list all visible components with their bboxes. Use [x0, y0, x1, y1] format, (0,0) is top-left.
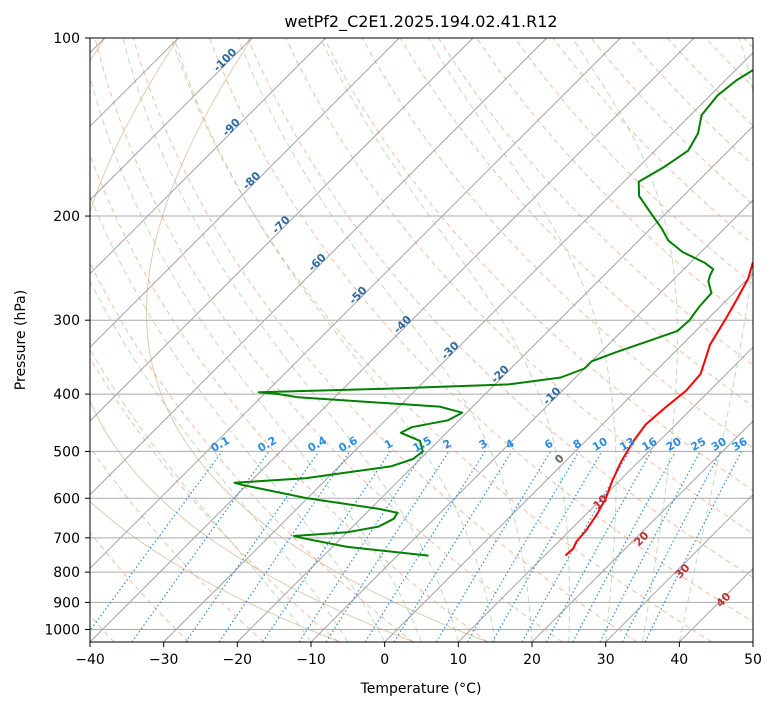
- plot-frame: [89, 37, 754, 643]
- moist-adiabat: [319, 38, 570, 642]
- mixing-ratio-line: [644, 451, 743, 642]
- dry-adiabat: [399, 38, 753, 408]
- isotherm: [310, 199, 753, 642]
- mixing-ratio-line: [218, 451, 351, 642]
- y-tick-label: 100: [53, 31, 80, 47]
- isotherm: [605, 493, 753, 642]
- dry-adiabat: [90, 531, 190, 642]
- dry-adiabat: [209, 38, 753, 623]
- mixing-ratio-line: [621, 451, 722, 642]
- isotherm: [90, 38, 253, 201]
- mixing-ratio-line: [325, 451, 450, 642]
- y-axis-label: Pressure (hPa): [13, 290, 29, 390]
- moist-adiabat: [173, 38, 496, 642]
- dry-adiabat: [90, 153, 488, 642]
- x-axis-label: Temperature (°C): [360, 681, 482, 697]
- x-tick-label: 50: [744, 652, 762, 668]
- isotherm: [90, 38, 695, 642]
- mixing-ratio-line: [90, 451, 223, 632]
- mixing-ratio-line: [572, 451, 677, 642]
- moist-adiabat: [427, 38, 617, 642]
- dry-adiabat: [132, 38, 638, 642]
- y-tick-label: 600: [53, 491, 80, 507]
- mixing-ratio-line: [262, 451, 391, 642]
- isotherm: [236, 125, 753, 642]
- isotherm: [457, 346, 753, 642]
- y-tick-label: 200: [53, 209, 80, 225]
- mixing-ratio-line: [298, 451, 425, 642]
- x-tick-label: −30: [149, 652, 179, 668]
- profile-lines: [233, 68, 753, 557]
- x-tick-label: 30: [597, 652, 615, 668]
- mixing-ratio-line: [545, 451, 652, 642]
- mixing-ratio-line: [131, 451, 270, 642]
- x-tick-label: −20: [223, 652, 253, 668]
- y-tick-label: 700: [53, 531, 80, 547]
- x-tick-label: 40: [670, 652, 688, 668]
- background-lines: [90, 38, 753, 642]
- moist-adiabat: [90, 74, 422, 642]
- reference-curve: [90, 38, 341, 642]
- isotherm: [90, 38, 474, 422]
- moist-adiabat: [571, 38, 678, 642]
- moist-adiabat: [122, 38, 459, 642]
- dry-adiabat: [94, 38, 563, 642]
- mixing-ratio-line: [393, 451, 513, 642]
- moist-adiabat: [90, 194, 386, 642]
- y-tick-label: 400: [53, 387, 80, 403]
- y-tick-label: 1000: [44, 623, 80, 639]
- dry-adiabat: [170, 38, 712, 642]
- chart-title: wetPf2_C2E1.2025.194.02.41.R12: [284, 12, 557, 32]
- x-tick-label: −10: [296, 652, 326, 668]
- y-tick-label: 500: [53, 444, 80, 460]
- x-tick-label: 20: [523, 652, 541, 668]
- temperature-profile-line: [564, 261, 753, 557]
- isotherm: [90, 38, 621, 570]
- x-tick-label: 10: [449, 652, 467, 668]
- reference-curve: [90, 38, 415, 642]
- x-tick-label: −40: [75, 652, 105, 668]
- dry-adiabat: [90, 446, 264, 642]
- y-tick-label: 800: [53, 565, 80, 581]
- isotherm: [90, 38, 327, 275]
- dry-adiabat: [514, 38, 753, 285]
- y-tick-label: 300: [53, 313, 80, 329]
- isotherm: [90, 38, 548, 496]
- moist-adiabat: [678, 38, 753, 642]
- moist-adiabat: [237, 38, 533, 642]
- mixing-ratio-line: [521, 451, 630, 642]
- isotherm: [384, 272, 753, 642]
- x-tick-label: 0: [380, 652, 389, 668]
- dry-adiabat: [90, 357, 339, 642]
- isotherm: [90, 38, 400, 349]
- y-tick-label: 900: [53, 595, 80, 611]
- axis-ticks: −40 −30 −20 −10 0 10 20 30 40 50 100 200 300 400 500 60…: [44, 31, 762, 668]
- isotherm: [163, 51, 753, 642]
- reference-curve: [145, 38, 488, 642]
- isotherm: [531, 420, 753, 642]
- dewpoint-profile-line: [233, 68, 753, 557]
- dry-adiabat: [247, 38, 753, 578]
- mixing-ratio-line: [185, 451, 320, 642]
